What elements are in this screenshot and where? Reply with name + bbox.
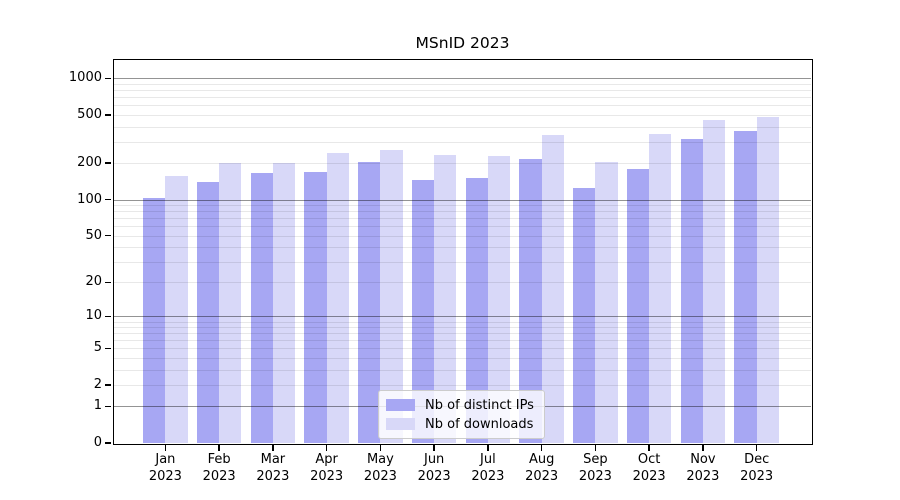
x-axis-year-label: 2023	[632, 469, 666, 484]
y-axis-tick-label: 10	[85, 308, 102, 324]
x-axis-tick-label: Dec 2023	[725, 451, 789, 485]
y-axis-tick	[105, 114, 111, 116]
y-axis-tick	[105, 315, 111, 318]
bar-downloads-jan	[165, 175, 188, 443]
y-axis-tick	[105, 281, 111, 284]
x-axis-year-label: 2023	[256, 469, 290, 484]
plot-area: 0 1 2 5 10 20 50 100 200 500 1000 Jan 2023 Feb 2023 Mar…	[69, 58, 813, 484]
legend-label-downloads: Nb of downloads	[425, 416, 534, 432]
x-axis-tick-label: May 2023	[348, 451, 412, 485]
bar-downloads-oct	[649, 133, 672, 443]
legend: Nb of distinct IPs Nb of downloads	[378, 390, 545, 439]
bars-layer	[114, 60, 811, 443]
y-axis-tick	[105, 347, 111, 350]
x-axis-tick	[164, 445, 167, 451]
bar-distinct-ips-jun	[411, 180, 435, 443]
y-axis-tick	[105, 162, 111, 164]
legend-label-distinct-ips: Nb of distinct IPs	[425, 397, 534, 413]
y-axis-tick-label: 500	[77, 107, 102, 122]
bar-distinct-ips-jan	[143, 198, 166, 443]
x-axis-tick	[540, 445, 543, 451]
x-axis-tick	[379, 445, 382, 451]
y-axis-tick	[105, 384, 111, 386]
bar-downloads-may	[380, 150, 403, 443]
x-axis-year-label: 2023	[310, 469, 344, 484]
x-axis-tick-label: Jun 2023	[402, 451, 466, 485]
bar-distinct-ips-oct	[626, 168, 650, 443]
legend-item-distinct-ips: Nb of distinct IPs	[386, 397, 534, 413]
bar-distinct-ips-feb	[196, 181, 220, 443]
y-axis-tick	[105, 234, 111, 237]
bar-downloads-nov	[702, 119, 726, 443]
bar-downloads-jul	[487, 155, 511, 443]
x-axis-tick-label: Jan 2023	[133, 451, 197, 485]
y-axis-tick-label: 50	[85, 227, 102, 243]
axis-layer: 0 1 2 5 10 20 50 100 200 500 1000 Jan 2023 Feb 2023 Mar…	[69, 60, 811, 484]
bar-distinct-ips-nov	[680, 138, 703, 443]
x-axis-year-label: 2023	[202, 469, 236, 484]
x-axis-tick-label: Apr 2023	[295, 451, 359, 485]
x-axis-year-label: 2023	[578, 469, 612, 484]
x-axis-tick-label: Oct 2023	[617, 451, 681, 485]
bar-downloads-mar	[272, 162, 296, 443]
bar-downloads-aug	[541, 134, 564, 443]
x-axis-year-label: 2023	[417, 469, 451, 484]
bar-downloads-feb	[219, 162, 242, 443]
y-axis-tick-label: 0	[93, 435, 102, 450]
bar-downloads-dec	[756, 116, 779, 443]
bar-distinct-ips-sep	[573, 187, 596, 443]
bar-distinct-ips-may	[358, 161, 381, 443]
x-axis-tick-label: Aug 2023	[510, 451, 574, 485]
bar-distinct-ips-apr	[304, 171, 327, 443]
bar-downloads-apr	[326, 152, 349, 443]
legend-swatch-distinct-ips	[386, 399, 415, 411]
x-axis-tick	[272, 445, 274, 451]
x-axis-tick-label: Feb 2023	[187, 451, 251, 485]
bar-distinct-ips-mar	[250, 173, 273, 443]
y-axis-tick-label: 200	[77, 155, 102, 171]
x-axis-tick	[218, 445, 220, 451]
y-axis-tick-label: 1000	[68, 70, 102, 86]
y-axis-tick-label: 5	[93, 340, 102, 356]
bar-downloads-jun	[434, 154, 457, 443]
x-axis-tick	[594, 445, 597, 451]
bar-distinct-ips-aug	[519, 159, 542, 443]
y-axis-tick	[105, 442, 111, 444]
x-axis-tick	[433, 445, 435, 451]
x-axis-year-label: 2023	[740, 469, 774, 484]
x-axis-year-label: 2023	[471, 469, 505, 484]
x-axis-year-label: 2023	[148, 469, 182, 484]
bar-distinct-ips-jul	[465, 178, 488, 443]
x-axis-tick	[325, 445, 328, 451]
x-axis-tick	[487, 445, 489, 451]
y-axis-tick-label: 20	[85, 274, 102, 290]
x-axis-tick-label: Sep 2023	[563, 451, 627, 485]
x-axis-tick-label: Mar 2023	[241, 451, 305, 485]
x-axis-tick	[702, 445, 704, 451]
legend-item-downloads: Nb of downloads	[386, 416, 534, 432]
y-axis-tick	[105, 405, 111, 408]
y-axis-tick	[105, 198, 111, 201]
x-axis-tick	[755, 445, 758, 451]
y-axis-tick	[105, 77, 111, 80]
x-axis-tick-label: Nov 2023	[671, 451, 735, 485]
bar-distinct-ips-dec	[734, 130, 757, 443]
x-axis-year-label: 2023	[363, 469, 397, 484]
legend-swatch-downloads	[386, 418, 415, 430]
chart-title: MSnID 2023	[415, 34, 510, 52]
x-axis-year-label: 2023	[686, 469, 720, 484]
y-axis-tick-label: 2	[93, 377, 102, 393]
bar-downloads-sep	[595, 162, 618, 443]
x-axis-year-label: 2023	[525, 469, 559, 484]
x-axis-tick-label: Jul 2023	[456, 451, 520, 485]
y-axis-tick-label: 1	[93, 398, 102, 414]
x-axis-tick	[648, 445, 650, 451]
y-axis-tick-label: 100	[77, 191, 102, 207]
